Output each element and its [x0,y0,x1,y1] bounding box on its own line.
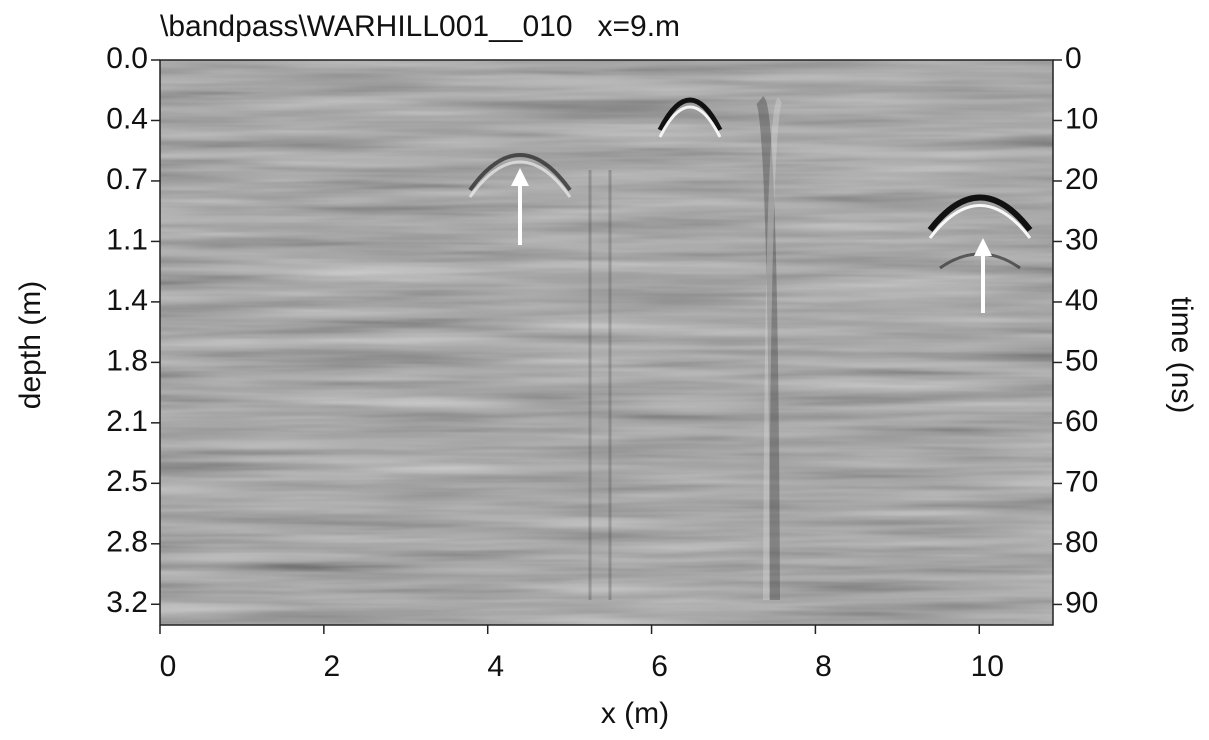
plot-frame [159,59,1054,626]
chart-title: \bandpass\WARHILL001__010 x=9.m [160,10,680,43]
x-tick-label: 10 [971,650,1004,683]
x-tick-label: 6 [651,650,668,683]
y2-tick-label: 40 [1065,284,1098,317]
y2-tick-label: 0 [1065,42,1082,75]
y-tick-label: 2.5 [106,465,148,498]
radargram-texture [160,60,1053,625]
reflections [468,96,1033,601]
y2-tick-label: 10 [1065,102,1098,135]
annotation-arrows [511,168,992,313]
y-tick-label: 0.4 [106,102,148,135]
y2-tick-label: 80 [1065,526,1098,559]
y-tick-label: 1.1 [106,223,148,256]
y-tick-label: 3.2 [106,586,148,619]
plot-area [160,60,1053,625]
y2-tick-label: 30 [1065,223,1098,256]
x-axis-label: x (m) [601,697,669,730]
y-tick-label: 0.7 [106,163,148,196]
x-tick-label: 4 [487,650,504,683]
y-axis-label: depth (m) [14,281,47,409]
y-tick-label: 1.4 [106,284,148,317]
y2-tick-label: 50 [1065,344,1098,377]
y-tick-label: 0.0 [106,42,148,75]
y-tick-label: 1.8 [106,344,148,377]
y-tick-label: 2.8 [106,526,148,559]
x-tick-label: 8 [815,650,832,683]
y2-tick-label: 60 [1065,405,1098,438]
y2-tick-label: 20 [1065,163,1098,196]
y2-tick-label: 90 [1065,586,1098,619]
x-tick-label: 2 [324,650,341,683]
y-tick-label: 2.1 [106,405,148,438]
y2-tick-label: 70 [1065,465,1098,498]
y2-axis-label: time (ns) [1165,297,1198,414]
x-tick-label: 0 [160,650,177,683]
